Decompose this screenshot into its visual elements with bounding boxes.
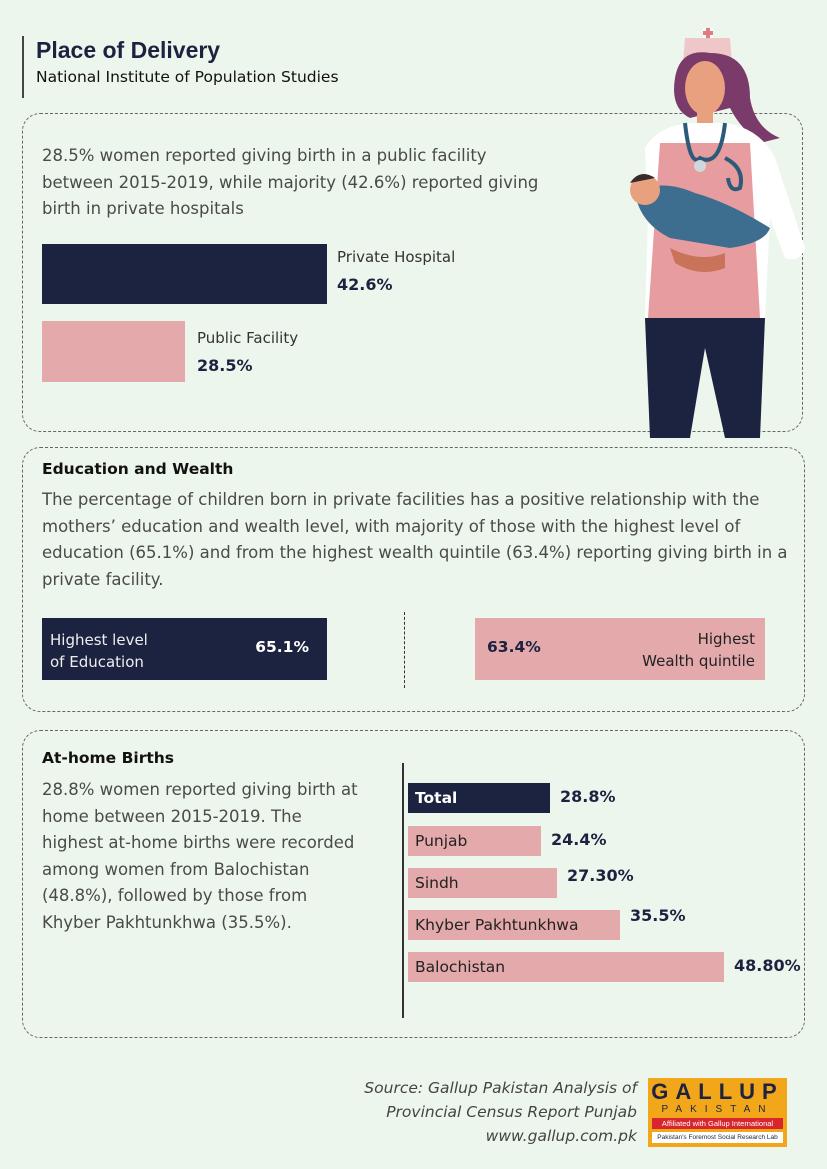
logo-tagline: Pakistan's Foremost Social Research Lab <box>652 1132 783 1143</box>
bar-value-khyber-pakhtunkhwa: 35.5% <box>630 906 686 925</box>
wealth-label-1: Highest <box>697 630 755 648</box>
bar-label-balochistan: Balochistan <box>415 958 506 976</box>
bar-education: Highest level of Education 65.1% <box>42 618 327 680</box>
education-label-2: of Education <box>50 653 144 671</box>
page-title: Place of Delivery <box>36 37 221 63</box>
header: Place of Delivery National Institute of … <box>22 36 339 98</box>
nurse-illustration <box>630 28 805 438</box>
bar-label-khyber-pakhtunkhwa: Khyber Pakhtunkhwa <box>415 916 579 934</box>
chart-axis <box>402 763 404 1018</box>
value-private-hospital: 42.6% <box>337 275 393 294</box>
source-line-2: Provincial Census Report Punjab <box>386 1103 637 1121</box>
page-subtitle: National Institute of Population Studies <box>36 68 339 86</box>
label-public-facility: Public Facility <box>197 329 299 347</box>
source-line-1: Source: Gallup Pakistan Analysis of <box>364 1079 637 1097</box>
bar-value-sindh: 27.30% <box>567 866 634 885</box>
bar-sindh: Sindh <box>408 868 557 898</box>
section3-text: 28.8% women reported giving birth at hom… <box>42 780 358 932</box>
source-url[interactable]: www.gallup.com.pk <box>485 1127 637 1145</box>
at-home-heading: At-home Births <box>42 749 175 767</box>
bar-khyber-pakhtunkhwa: Khyber Pakhtunkhwa <box>408 910 620 940</box>
logo-affiliated: Affiliated with Gallup International <box>652 1118 783 1129</box>
value-public-facility: 28.5% <box>197 356 253 375</box>
education-label-1: Highest level <box>50 631 148 649</box>
bar-public-facility <box>42 321 185 382</box>
bar-total: Total <box>408 783 550 813</box>
bar-label-total: Total <box>415 789 458 807</box>
bar-value-punjab: 24.4% <box>551 830 607 849</box>
place-of-delivery-box <box>22 113 803 432</box>
bar-balochistan: Balochistan <box>408 952 724 982</box>
logo-gallup: GALLUP <box>651 1079 784 1104</box>
label-private-hospital: Private Hospital <box>337 248 456 266</box>
education-wealth-box <box>22 447 805 712</box>
divider <box>404 612 405 688</box>
source: Source: Gallup Pakistan Analysis of Prov… <box>364 1076 637 1148</box>
education-wealth-heading: Education and Wealth <box>42 460 234 478</box>
bar-punjab: Punjab <box>408 826 541 856</box>
bar-label-punjab: Punjab <box>415 832 468 850</box>
at-home-births-box <box>22 730 805 1038</box>
gallup-logo: GALLUP PAKISTAN Affiliated with Gallup I… <box>648 1078 787 1147</box>
bar-value-total: 28.8% <box>560 787 616 806</box>
logo-pakistan: PAKISTAN <box>661 1104 774 1115</box>
education-value: 65.1% <box>255 638 309 656</box>
bar-wealth: 63.4% Highest Wealth quintile <box>475 618 765 680</box>
bar-value-balochistan: 48.80% <box>734 956 801 975</box>
wealth-label-2: Wealth quintile <box>642 652 755 670</box>
bar-label-sindh: Sindh <box>415 874 459 892</box>
section2-text: The percentage of children born in priva… <box>42 490 788 589</box>
bar-private-hospital <box>42 244 327 304</box>
section1-text: 28.5% women reported giving birth in a p… <box>42 146 539 218</box>
wealth-value: 63.4% <box>487 638 541 656</box>
